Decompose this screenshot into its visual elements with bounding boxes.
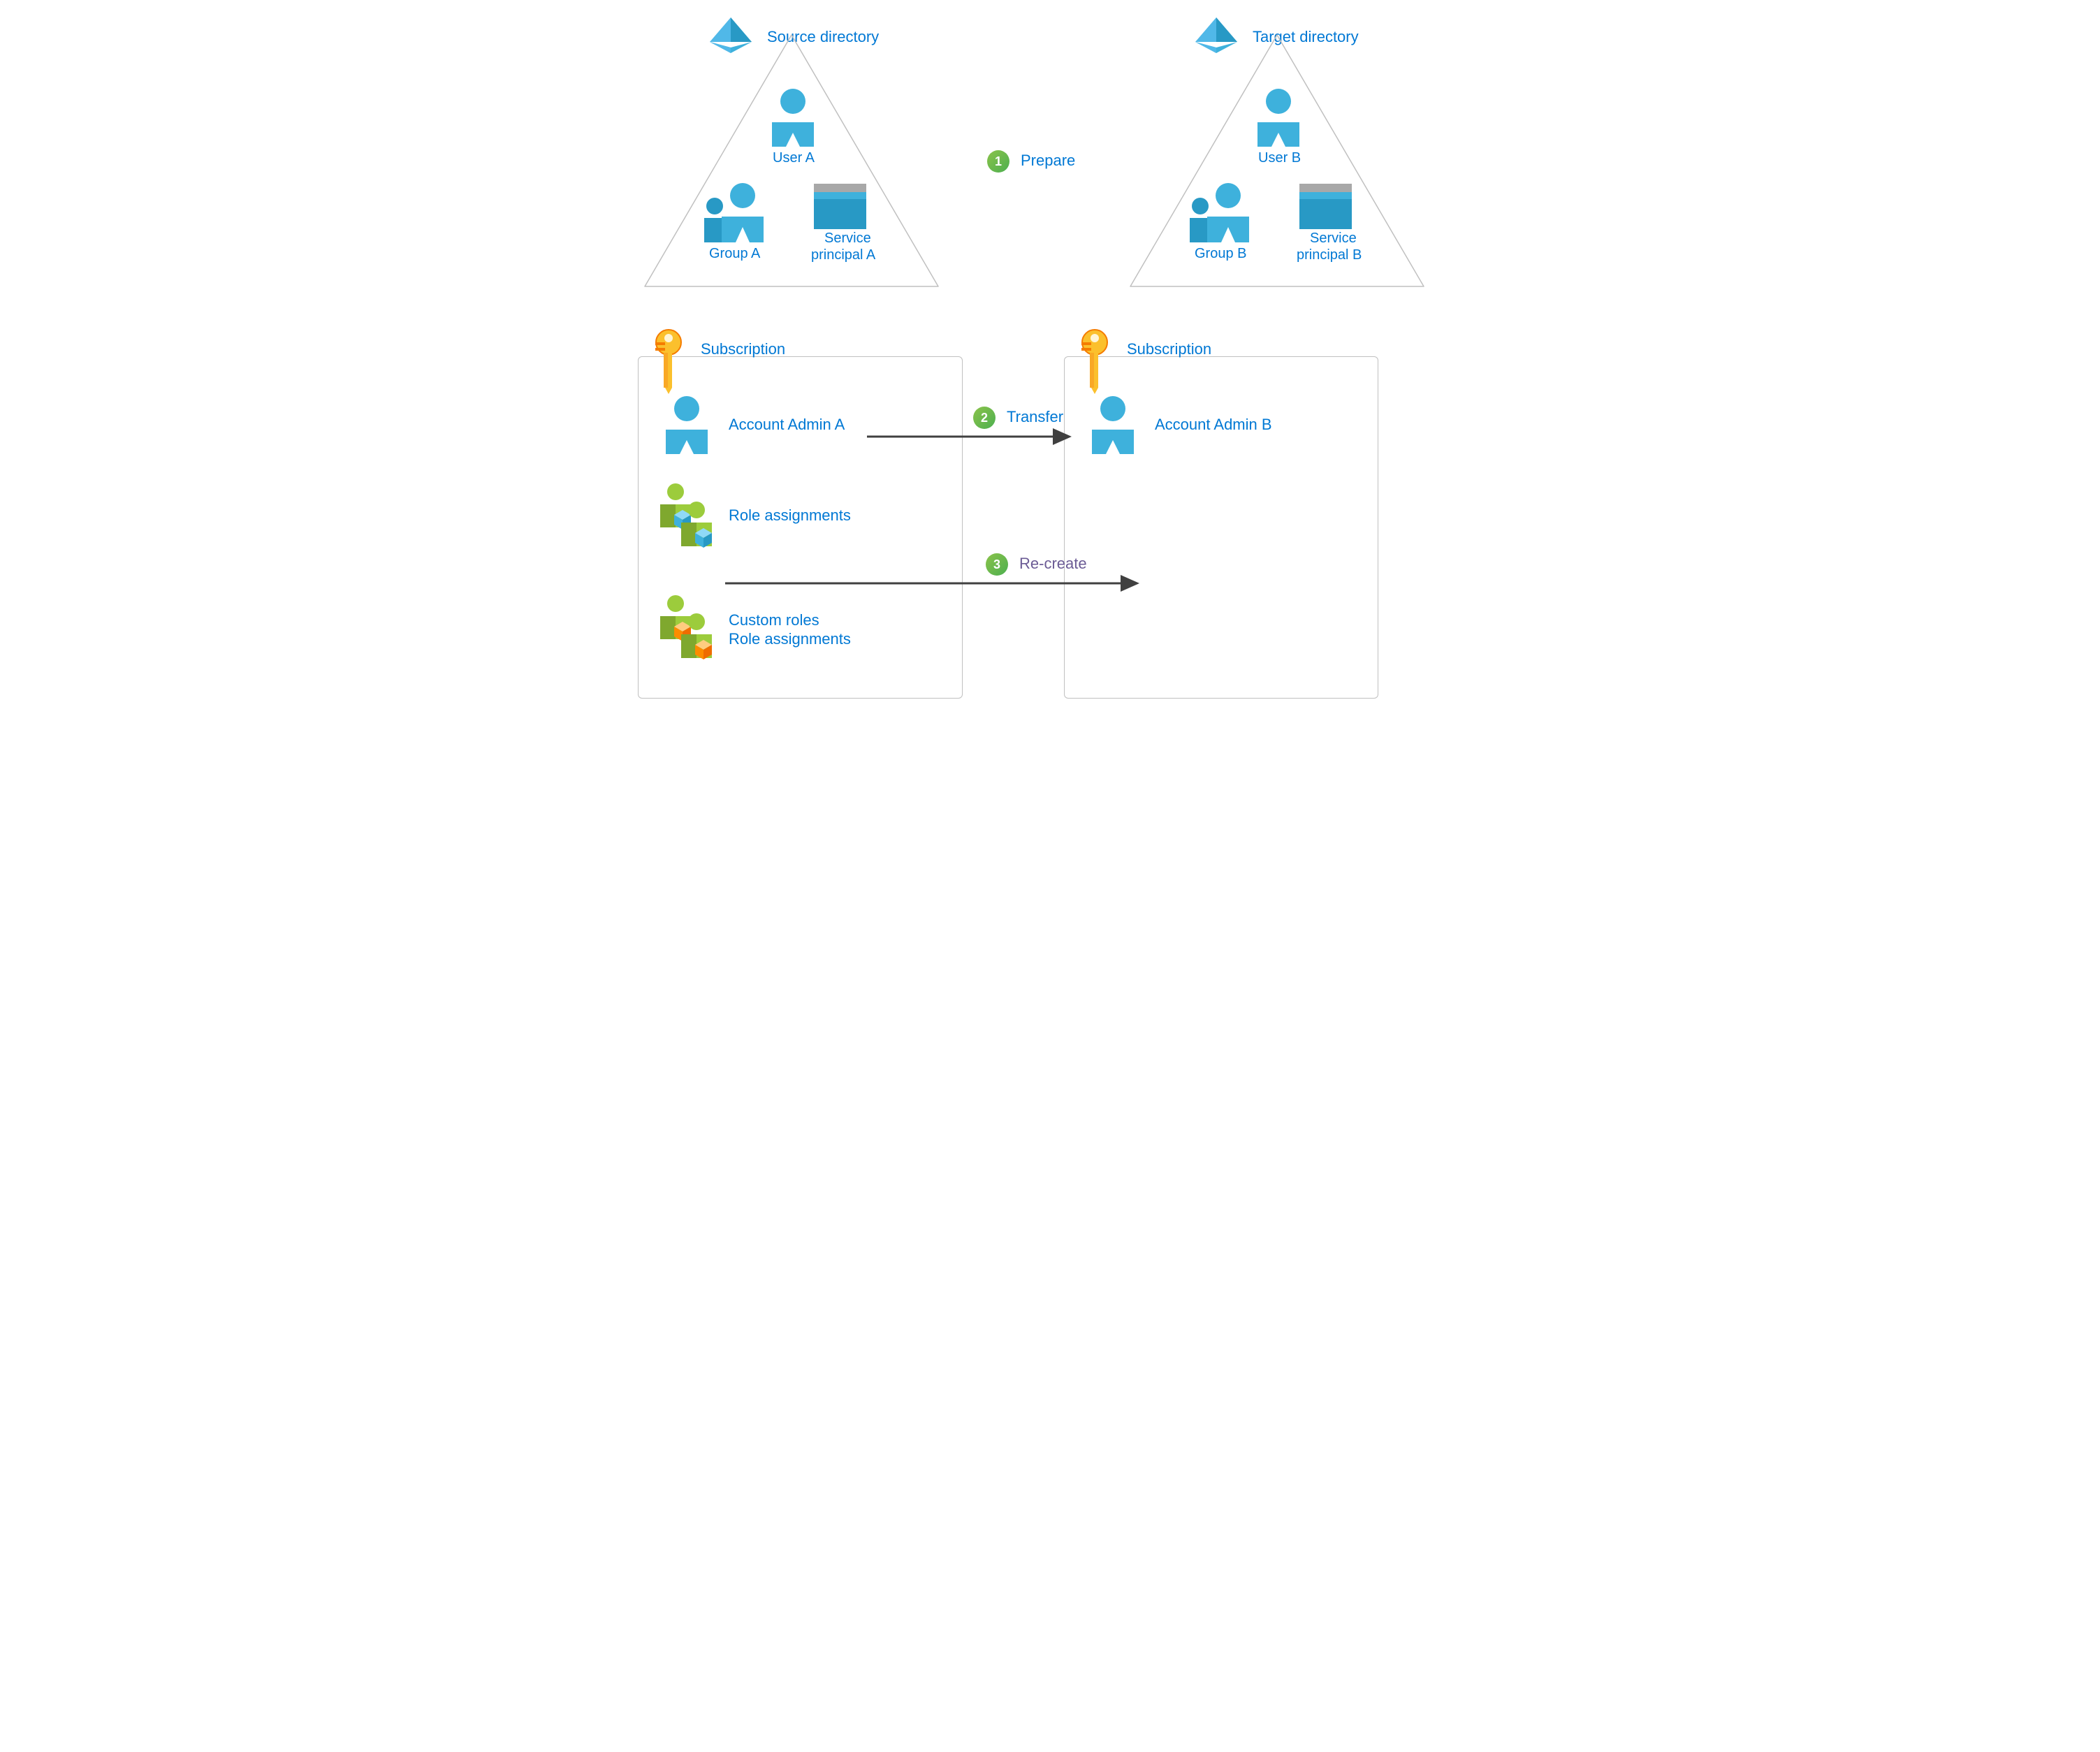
service-principal-a-label-2: principal A: [811, 247, 875, 263]
subscription-b-title: Subscription: [1127, 340, 1211, 358]
azure-directory-diagram: Source directory User A Group A Service …: [631, 14, 1469, 713]
step-3-badge: 3: [986, 553, 1008, 576]
user-a-label: User A: [773, 150, 815, 166]
step-1-badge: 1: [987, 150, 1009, 173]
step-2-badge: 2: [973, 407, 996, 429]
step-1-label: Prepare: [1021, 152, 1075, 170]
service-principal-b-label-2: principal B: [1297, 247, 1362, 263]
group-b-icon: [1183, 182, 1256, 248]
subscription-b-key-icon: [1074, 328, 1115, 398]
subscription-a-title: Subscription: [701, 340, 785, 358]
subscription-a-key-icon: [648, 328, 689, 398]
admin-a-icon: [662, 395, 711, 458]
service-principal-a-icon: [810, 180, 870, 236]
role-assignments-label: Role assignments: [729, 506, 851, 525]
user-b-label: User B: [1258, 150, 1301, 166]
custom-roles-icon: [653, 594, 727, 664]
role-assignments-icon: [653, 482, 727, 552]
service-principal-b-label-1: Service: [1310, 231, 1357, 247]
custom-roles-label: Custom roles: [729, 611, 819, 629]
step-3-label: Re-create: [1019, 555, 1087, 573]
transfer-arrow: [863, 426, 1080, 447]
user-a-icon: [768, 87, 817, 150]
service-principal-a-label-1: Service: [824, 231, 871, 247]
custom-role-assignments-label: Role assignments: [729, 630, 851, 648]
group-a-icon: [697, 182, 771, 248]
admin-a-label: Account Admin A: [729, 416, 845, 434]
admin-b-icon: [1088, 395, 1137, 458]
admin-b-label: Account Admin B: [1155, 416, 1272, 434]
service-principal-b-icon: [1296, 180, 1355, 236]
step-2-label: Transfer: [1007, 408, 1063, 426]
recreate-arrow: [722, 573, 1148, 594]
group-b-label: Group B: [1195, 246, 1246, 262]
group-a-label: Group A: [709, 246, 760, 262]
user-b-icon: [1254, 87, 1303, 150]
